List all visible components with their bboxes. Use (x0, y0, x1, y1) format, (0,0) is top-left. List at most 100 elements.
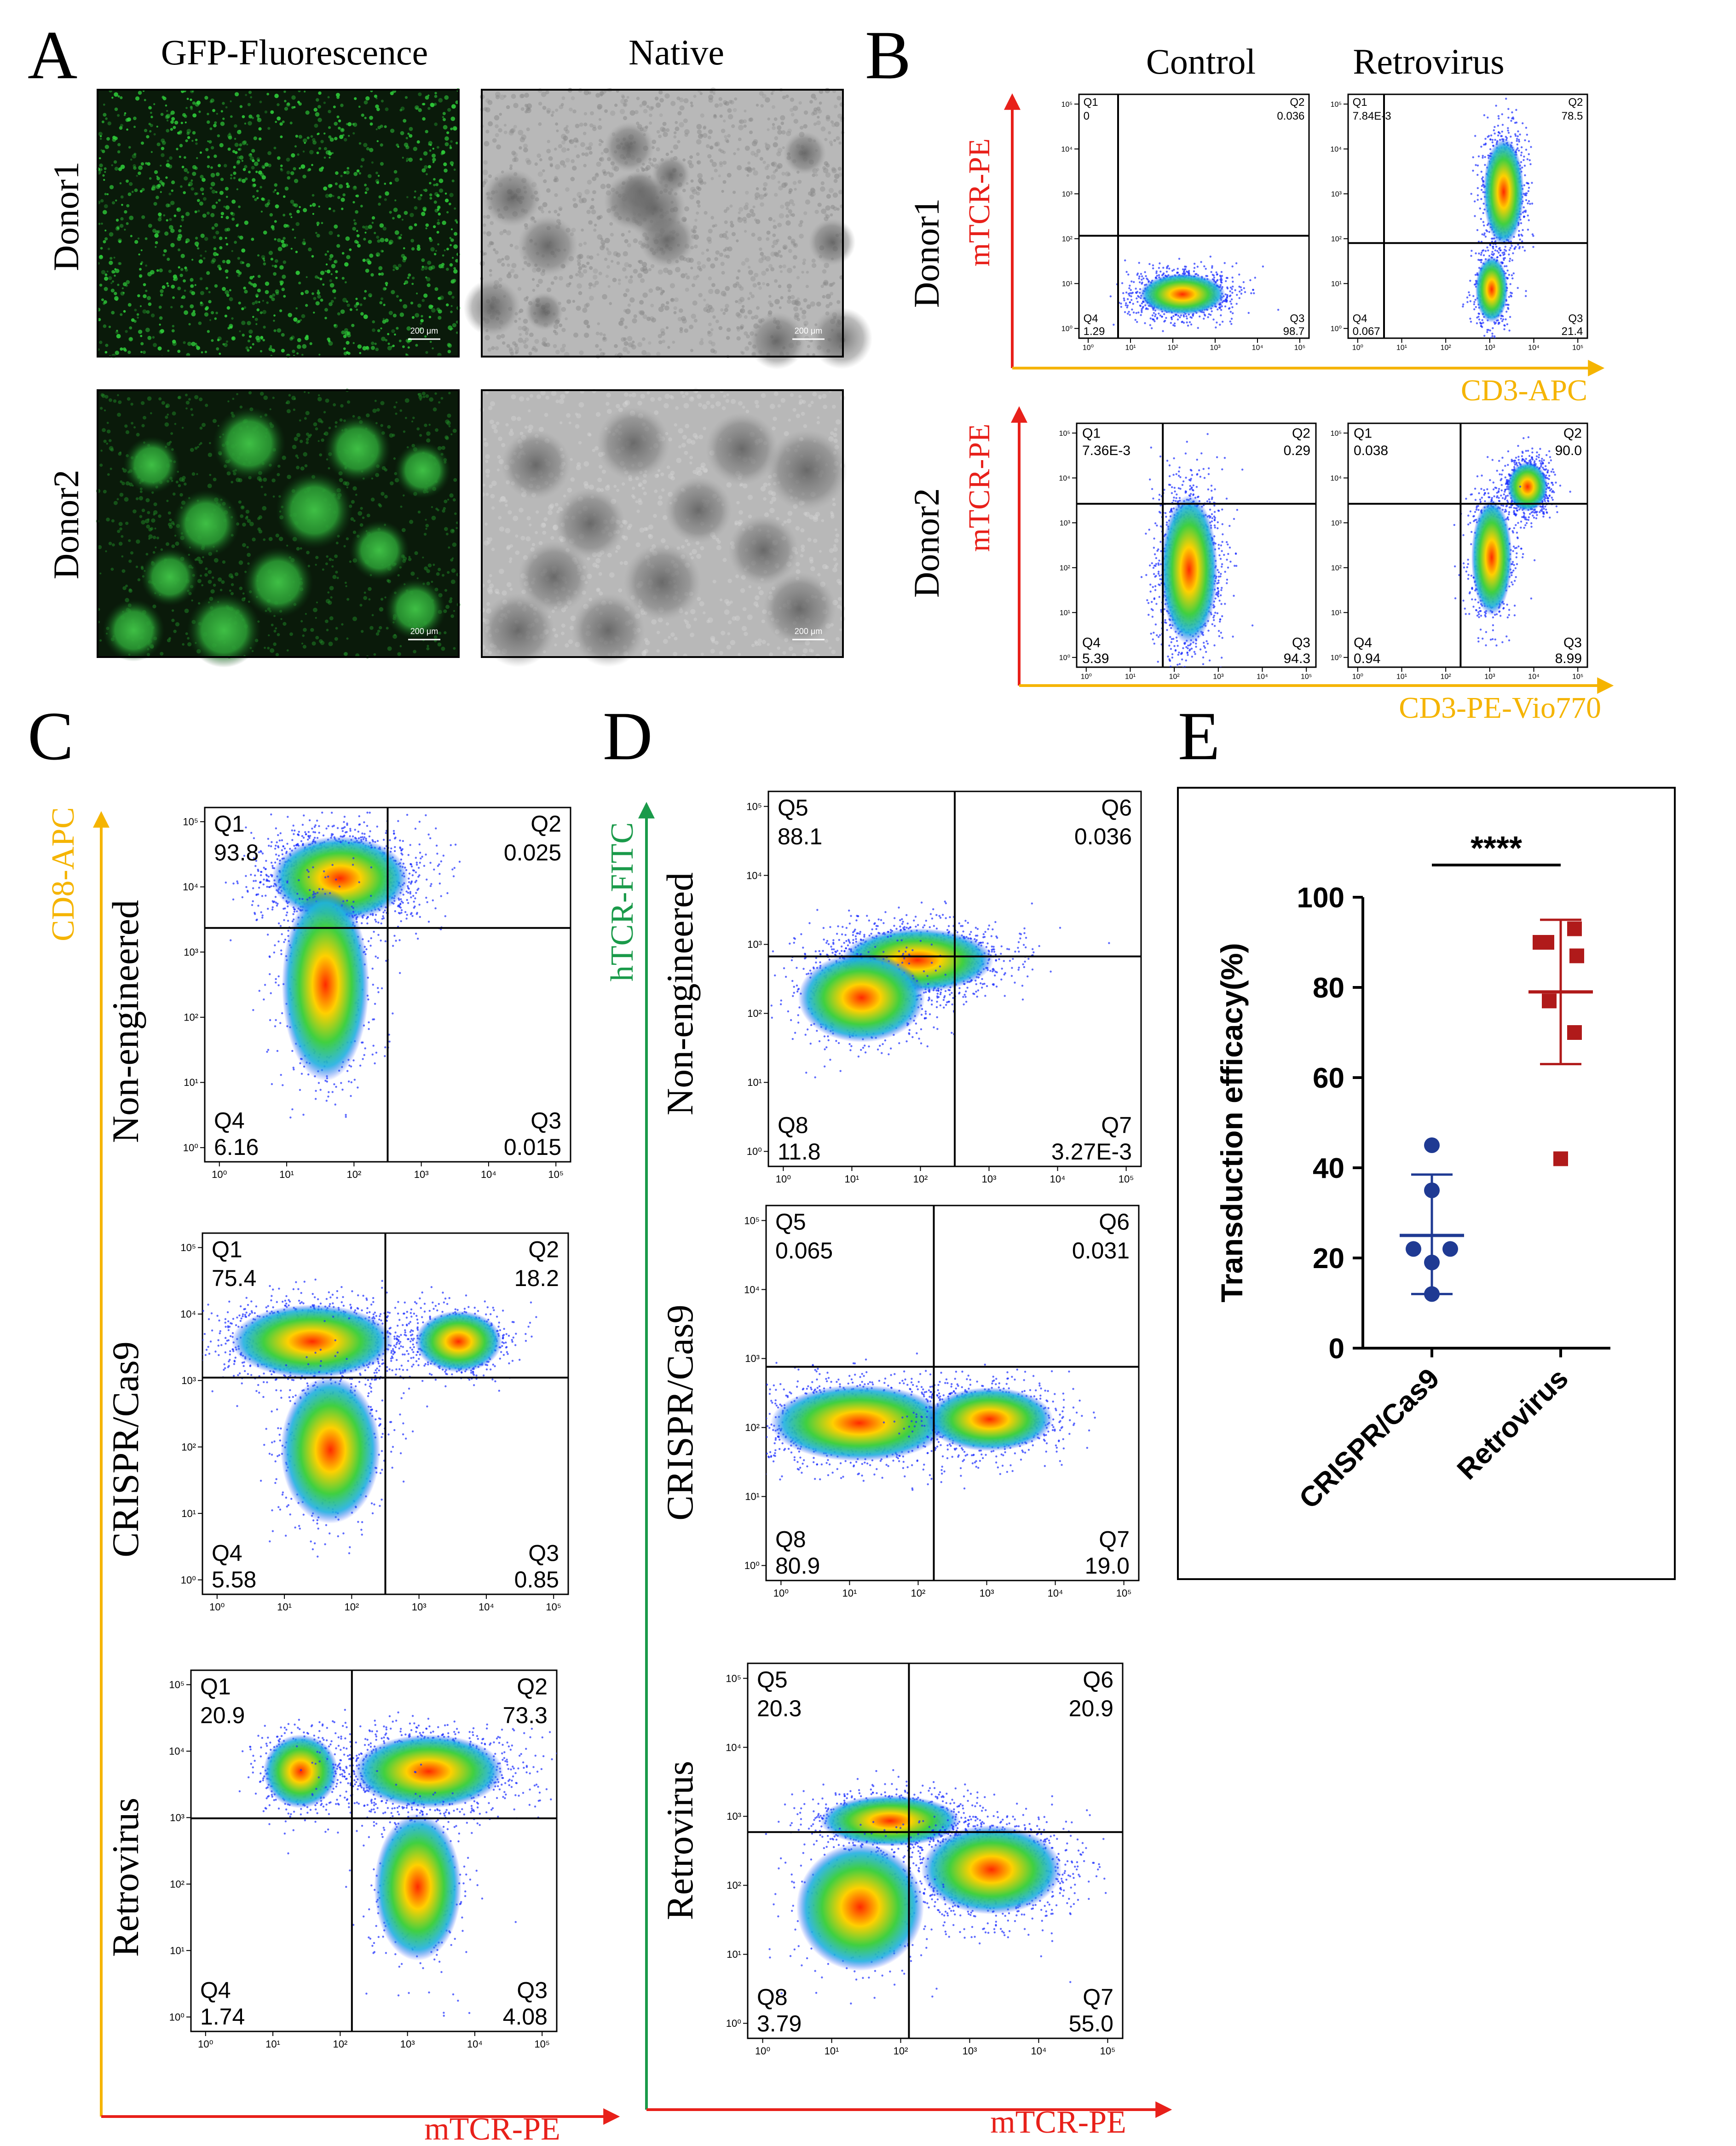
cell-texture (706, 257, 711, 262)
cell-texture (603, 333, 606, 337)
fluorescent-cell (173, 214, 177, 217)
cell-texture (778, 284, 782, 288)
cell-texture (689, 324, 694, 329)
cell-texture (756, 104, 759, 107)
fluorescent-cell (162, 141, 166, 145)
fluorescent-cell (424, 189, 428, 192)
cell-texture (508, 347, 513, 351)
fluorescent-cell (346, 486, 348, 489)
fluorescent-cell (150, 111, 152, 114)
cell-texture (736, 239, 739, 242)
fluorescent-cell (200, 233, 205, 238)
fluorescent-cell (133, 116, 137, 121)
fluorescent-cell (191, 259, 194, 261)
cell-texture (726, 327, 731, 332)
fluorescent-cell (434, 287, 438, 291)
fluorescent-cell (372, 328, 375, 332)
fluorescent-cell (368, 225, 373, 229)
scale-bar-label: 200 μm (795, 326, 822, 335)
fluorescent-cell (208, 140, 212, 144)
cell-texture (773, 142, 778, 148)
fluorescent-cell (190, 408, 193, 411)
fluorescent-cell (302, 150, 305, 153)
cell-texture (503, 130, 508, 134)
fluorescent-cell (260, 210, 263, 213)
fluorescent-cell (397, 652, 401, 656)
fluorescent-cell (422, 395, 426, 398)
fluorescent-cell (239, 586, 243, 590)
cell-texture (637, 273, 643, 278)
cell-texture (679, 329, 683, 334)
cell-texture (621, 95, 625, 99)
fluorescent-cell (415, 344, 418, 347)
cell-texture (767, 128, 770, 131)
cell-texture (596, 162, 601, 167)
cell-texture (742, 405, 745, 409)
fluorescent-cell (264, 493, 267, 496)
cell-texture (708, 276, 712, 281)
cell-texture (538, 102, 542, 106)
fluorescent-cell (331, 565, 334, 568)
fluorescent-cell (323, 101, 326, 104)
fluorescent-cell (354, 97, 357, 100)
fluorescent-cell (377, 239, 381, 243)
fluorescent-cell (222, 343, 225, 346)
fluorescent-cell (214, 317, 217, 320)
fluorescent-cell (227, 400, 230, 403)
cell-texture (597, 104, 603, 110)
fluorescent-cell (213, 252, 218, 256)
cell-texture (779, 270, 783, 273)
cell-texture (698, 293, 703, 298)
cell-texture (714, 257, 718, 261)
fluorescent-cell (380, 237, 385, 242)
fluorescent-cell (170, 432, 173, 435)
fluorescent-cell (274, 259, 278, 263)
cell-texture (583, 319, 589, 325)
fluorescent-cell (387, 333, 390, 335)
fluorescent-cell (433, 225, 436, 228)
cell-texture (713, 115, 717, 119)
cell-texture (489, 574, 492, 577)
cell-texture (676, 96, 681, 100)
fluorescent-cell (185, 139, 188, 143)
cell-texture (748, 270, 753, 275)
fluorescent-cell (209, 319, 212, 321)
fluorescent-cell (253, 136, 257, 140)
column-title: Native (629, 32, 724, 72)
fluorescent-cell (420, 322, 422, 325)
fluorescent-cell (169, 156, 173, 160)
fluorescent-cell (375, 104, 379, 109)
fluorescent-cell (124, 424, 128, 428)
fluorescent-cell (103, 490, 107, 494)
fluorescent-cell (424, 423, 427, 427)
fluorescent-cell (188, 184, 190, 186)
fluorescent-cell (194, 446, 198, 450)
fluorescent-cell (346, 300, 348, 303)
fluorescent-cell (102, 174, 105, 177)
cell-cluster (811, 307, 873, 369)
fluorescent-cell (280, 168, 283, 172)
cell-texture (738, 138, 742, 141)
cell-texture (597, 215, 601, 220)
cell-texture (751, 212, 756, 217)
fluorescent-cell (355, 210, 358, 214)
cell-texture (793, 119, 799, 124)
cell-texture (563, 164, 566, 168)
fluorescent-cell (109, 185, 114, 190)
cell-texture (696, 152, 700, 156)
fluorescent-cell (109, 439, 112, 442)
cell-texture (723, 100, 727, 105)
fluorescent-cell (229, 289, 231, 292)
cell-texture (597, 478, 602, 483)
fluorescent-cell (180, 254, 185, 258)
fluorescent-cell (303, 242, 306, 245)
fluorescent-cell (423, 208, 427, 212)
fluorescent-cell (257, 117, 262, 122)
cell-texture (819, 101, 822, 105)
cell-texture (539, 158, 542, 162)
fluorescent-cell (453, 647, 456, 650)
cell-texture (823, 280, 829, 285)
fluorescent-cell (263, 260, 265, 262)
fluorescent-cell (198, 560, 203, 564)
fluorescent-cell (248, 281, 252, 285)
